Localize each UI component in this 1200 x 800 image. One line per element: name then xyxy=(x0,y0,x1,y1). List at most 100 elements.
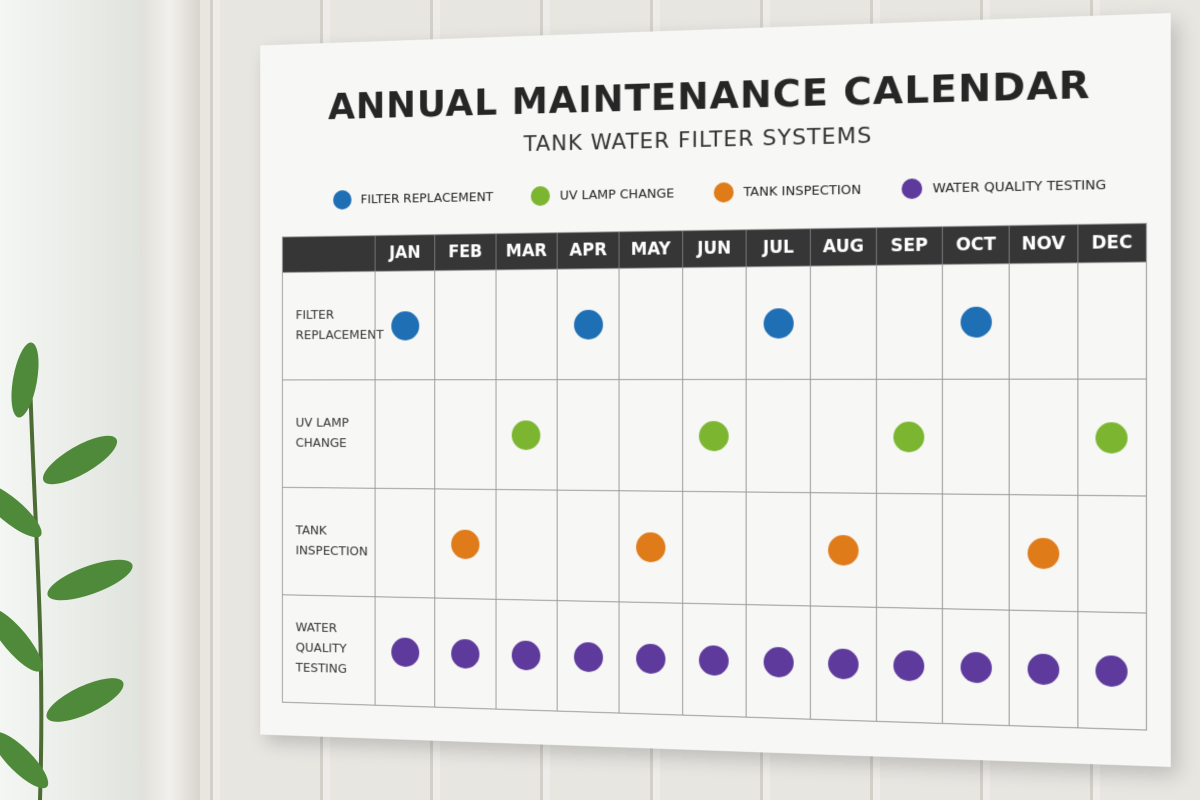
month-header: AUG xyxy=(810,228,876,266)
row-label: UV LAMP CHANGE xyxy=(282,379,375,488)
legend: FILTER REPLACEMENT UV LAMP CHANGE TANK INS… xyxy=(315,174,1128,210)
month-header: JUL xyxy=(745,229,811,267)
calendar-cell xyxy=(1008,262,1077,379)
calendar-cell xyxy=(810,378,876,493)
month-header: JAN xyxy=(374,235,435,271)
calendar-cell xyxy=(810,492,876,607)
calendar-cell xyxy=(556,489,619,602)
calendar-cell xyxy=(875,263,942,379)
legend-item: WATER QUALITY TESTING xyxy=(901,175,1107,200)
legend-label: FILTER REPLACEMENT xyxy=(360,189,494,207)
task-dot xyxy=(573,309,603,340)
calendar-cell xyxy=(681,602,746,717)
calendar-cell xyxy=(810,605,876,721)
calendar-cell xyxy=(681,266,746,380)
task-dot xyxy=(893,421,925,452)
legend-dot xyxy=(901,178,923,200)
calendar-cell xyxy=(434,597,496,709)
calendar-cell xyxy=(745,378,811,493)
calendar-cell xyxy=(556,379,619,491)
calendar-cell xyxy=(1008,609,1077,728)
legend-label: UV LAMP CHANGE xyxy=(559,185,675,204)
month-header: FEB xyxy=(434,234,496,271)
calendar-cell xyxy=(941,608,1009,726)
task-dot xyxy=(451,529,480,559)
calendar-cell xyxy=(941,378,1009,495)
row-label: WATER QUALITY TESTING xyxy=(282,594,375,705)
task-dot xyxy=(828,534,859,566)
legend-dot xyxy=(332,190,352,210)
task-dot xyxy=(512,639,541,671)
calendar-cell xyxy=(941,263,1009,379)
month-header: SEP xyxy=(875,227,942,265)
calendar-cell xyxy=(618,267,682,380)
task-dot xyxy=(960,306,992,338)
task-dot xyxy=(1027,652,1060,685)
month-header: MAR xyxy=(495,233,557,270)
poster: ANNUAL MAINTENANCE CALENDAR TANK WATER F… xyxy=(260,13,1171,767)
calendar-cell xyxy=(495,489,557,601)
task-dot xyxy=(636,643,666,674)
calendar-cell xyxy=(374,270,435,380)
legend-item: TANK INSPECTION xyxy=(713,180,861,203)
task-dot xyxy=(1095,654,1128,687)
calendar-cell xyxy=(1076,494,1146,613)
calendar-cell xyxy=(434,379,496,490)
calendar-cell xyxy=(875,492,942,609)
month-header: APR xyxy=(556,232,619,269)
calendar-cell xyxy=(495,379,557,490)
calendar-cell xyxy=(374,487,435,598)
task-dot xyxy=(893,649,925,681)
row-label: TANK INSPECTION xyxy=(282,486,375,597)
calendar-cell xyxy=(434,269,496,380)
task-dot xyxy=(573,641,603,672)
month-header: JUN xyxy=(681,230,746,268)
calendar-cell xyxy=(495,598,557,711)
legend-label: TANK INSPECTION xyxy=(743,182,862,200)
calendar-cell xyxy=(941,493,1009,610)
calendar-table: JAN FEB MAR APR MAY JUN JUL AUG SEP OCT NOV DEC FILT… xyxy=(281,222,1147,731)
legend-item: UV LAMP CHANGE xyxy=(530,183,675,207)
task-dot xyxy=(390,310,419,341)
calendar-cell xyxy=(434,488,496,599)
row-label: FILTER REPLACEMENT xyxy=(282,270,384,380)
header-corner xyxy=(282,236,375,273)
task-dot xyxy=(960,651,992,683)
calendar-cell xyxy=(745,491,811,606)
month-header: OCT xyxy=(941,226,1009,264)
calendar-cell xyxy=(1076,261,1146,379)
calendar-cell xyxy=(556,600,619,713)
legend-dot xyxy=(530,185,551,207)
legend-dot xyxy=(713,182,734,203)
calendar-cell xyxy=(875,606,942,723)
task-dot xyxy=(636,531,666,562)
calendar-cell xyxy=(374,379,435,489)
plant xyxy=(0,342,133,800)
calendar-cell xyxy=(618,601,682,715)
task-dot xyxy=(699,644,730,676)
task-dot xyxy=(763,307,794,339)
legend-label: WATER QUALITY TESTING xyxy=(932,177,1107,197)
calendar-cell xyxy=(810,264,876,379)
calendar-cell xyxy=(1076,611,1146,730)
calendar-cell xyxy=(681,378,746,492)
calendar-cell xyxy=(745,265,811,379)
calendar-cell xyxy=(1008,378,1077,495)
calendar-cell xyxy=(1008,494,1077,612)
task-dot xyxy=(390,636,419,667)
month-header: DEC xyxy=(1076,223,1146,263)
month-header: NOV xyxy=(1008,224,1077,264)
task-dot xyxy=(1095,421,1128,454)
task-dot xyxy=(512,419,541,450)
calendar-cell xyxy=(618,379,682,491)
task-dot xyxy=(828,647,859,680)
calendar-cell xyxy=(556,267,619,380)
calendar-cell xyxy=(875,378,942,494)
calendar-cell xyxy=(1076,378,1146,496)
calendar-cell xyxy=(745,604,811,719)
task-dot xyxy=(1027,537,1060,569)
calendar-cell xyxy=(374,596,435,707)
task-dot xyxy=(699,420,730,451)
calendar-cell xyxy=(618,490,682,603)
